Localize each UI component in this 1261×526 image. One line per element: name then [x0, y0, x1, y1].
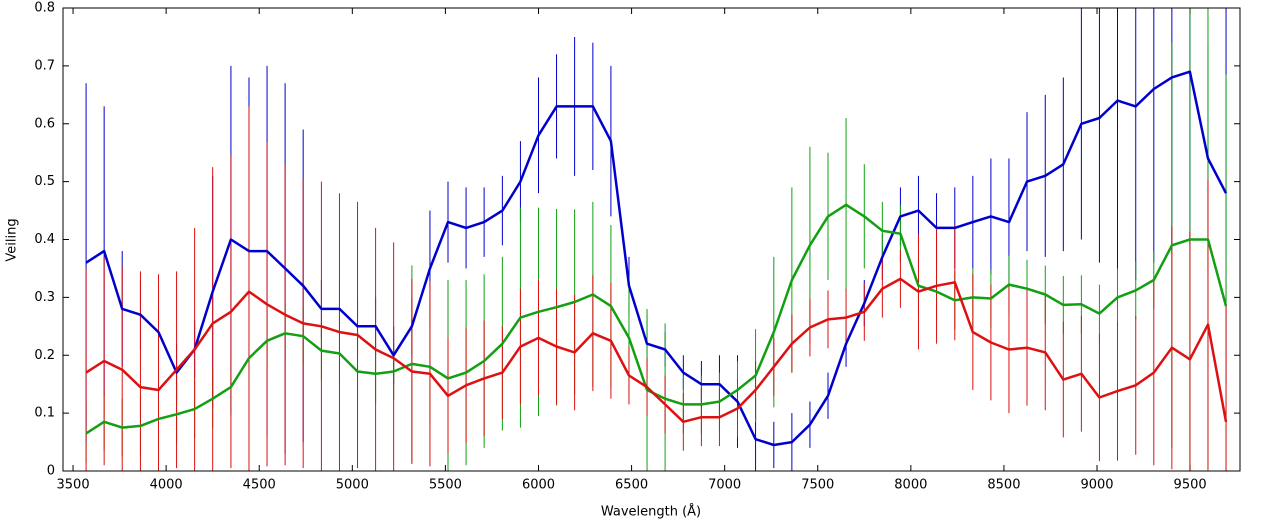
- plot-frame: [62, 7, 1241, 472]
- x-tick-label: 5000: [336, 478, 369, 493]
- x-tick-label: 6500: [615, 478, 648, 493]
- x-tick-label: 7000: [708, 478, 741, 493]
- x-tick-label: 4000: [150, 478, 183, 493]
- x-tick-label: 8000: [894, 478, 927, 493]
- y-tick-label: 0.4: [34, 232, 55, 247]
- y-tick-label: 0: [47, 464, 55, 479]
- y-tick-label: 0.8: [34, 1, 55, 16]
- x-tick-label: 5500: [429, 478, 462, 493]
- y-tick-label: 0.5: [34, 174, 55, 189]
- x-tick-label: 9000: [1080, 478, 1113, 493]
- x-tick-label: 9500: [1174, 478, 1207, 493]
- x-tick-label: 7500: [801, 478, 834, 493]
- series-line: [85, 277, 1228, 424]
- series-line: [85, 70, 1228, 447]
- series-line: [85, 203, 1228, 435]
- y-tick-label: 0.7: [34, 58, 55, 73]
- plot-area: [85, 8, 1228, 471]
- y-axis-label: Veiling: [5, 218, 20, 261]
- y-tick-label: 0.1: [34, 406, 55, 421]
- x-tick-label: 4500: [243, 478, 276, 493]
- x-tick-label: 3500: [57, 478, 90, 493]
- y-tick-label: 0.6: [34, 116, 55, 131]
- x-axis-label: Wavelength (Å): [601, 504, 701, 520]
- x-tick-label: 6000: [522, 478, 555, 493]
- y-tick-label: 0.3: [34, 290, 55, 305]
- y-tick-label: 0.2: [34, 348, 55, 363]
- x-tick-label: 8500: [987, 478, 1020, 493]
